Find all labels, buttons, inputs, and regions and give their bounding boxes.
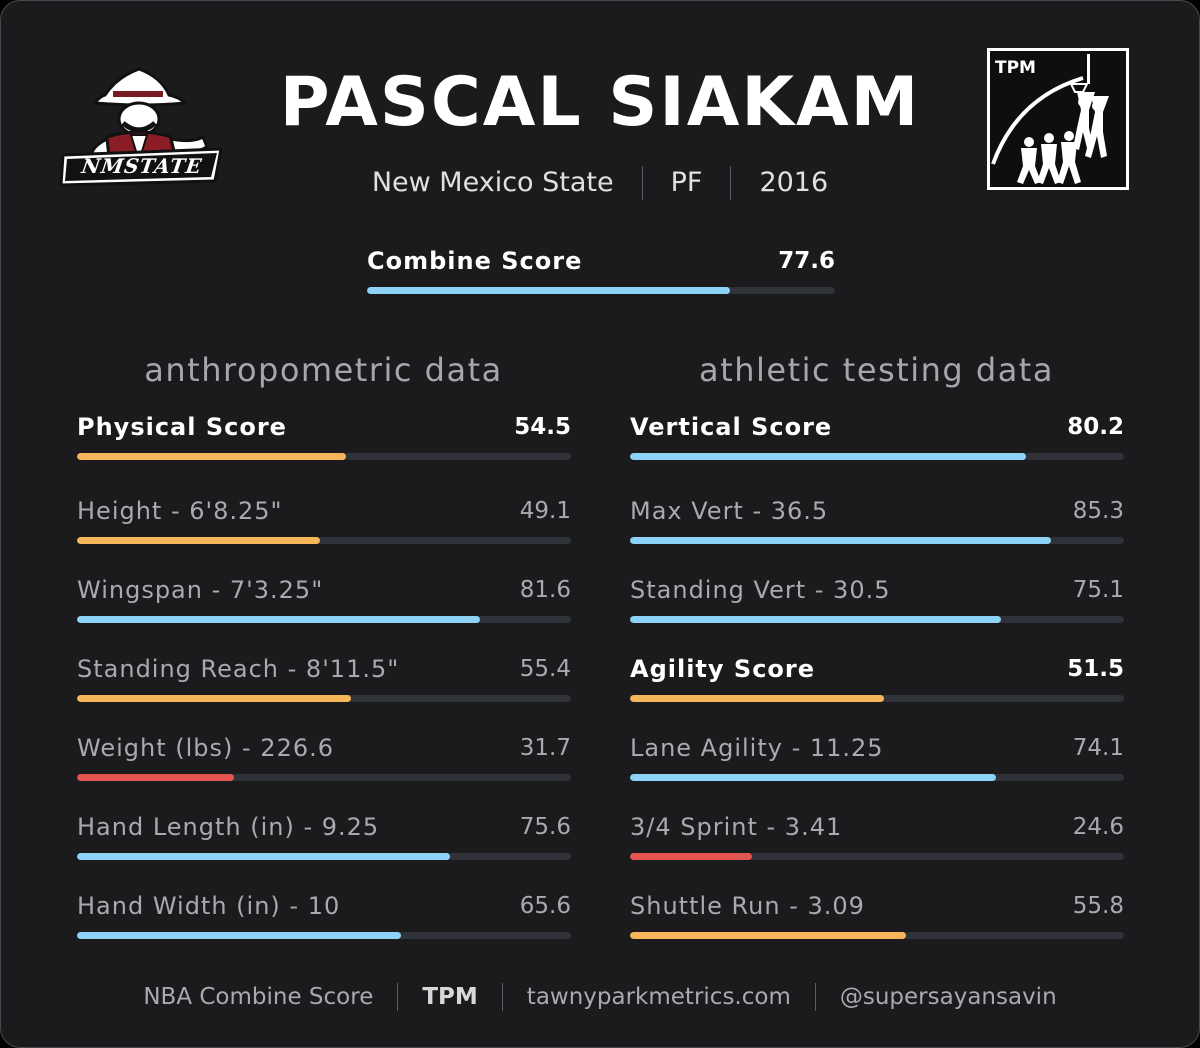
metric-bar-fill <box>630 616 1001 623</box>
tpm-logo-text: TPM <box>995 58 1036 78</box>
metric-label: Hand Length (in) - 9.25 <box>77 813 380 841</box>
footer-item-nba-combine-score: NBA Combine Score <box>143 984 374 1010</box>
metric-bar-fill <box>77 695 351 702</box>
cowboy-mascot-icon <box>59 67 223 187</box>
metric-label: Physical Score <box>77 413 287 441</box>
nm-state-logo: NMSTATE <box>57 57 227 187</box>
combine-score-bar <box>367 287 835 294</box>
metric-value: 49.1 <box>519 498 571 524</box>
metric-value: 65.6 <box>519 893 571 919</box>
metric-bar-fill <box>77 453 347 460</box>
footer-divider <box>397 983 399 1011</box>
metric-value: 80.2 <box>1067 414 1124 440</box>
footer-divider <box>501 983 503 1011</box>
metric-row: Height - 6'8.25" 49.1 <box>77 495 571 544</box>
metric-bar-fill <box>77 616 481 623</box>
metric-value: 51.5 <box>1067 656 1124 682</box>
combine-score-label: Combine Score <box>367 247 583 275</box>
metric-label: Height - 6'8.25" <box>77 497 283 525</box>
metric-label: 3/4 Sprint - 3.41 <box>630 813 843 841</box>
metric-row: Standing Reach - 8'11.5" 55.4 <box>77 653 571 702</box>
metric-row: Max Vert - 36.5 85.3 <box>630 495 1124 544</box>
metric-bar <box>77 616 571 623</box>
metric-bar <box>77 695 571 702</box>
combine-score-bar-fill <box>367 287 731 294</box>
metric-row: Hand Length (in) - 9.25 75.6 <box>77 811 571 860</box>
metric-value: 75.1 <box>1072 577 1124 603</box>
metric-bar-fill <box>630 853 752 860</box>
metric-row: Physical Score 54.5 <box>77 411 571 460</box>
combine-score-value: 77.6 <box>778 248 835 274</box>
metric-row: Hand Width (in) - 10 65.6 <box>77 890 571 939</box>
metric-bar-fill <box>630 453 1027 460</box>
metric-row: Vertical Score 80.2 <box>630 411 1124 460</box>
metric-bar-fill <box>77 537 320 544</box>
metric-row: Standing Vert - 30.5 75.1 <box>630 574 1124 623</box>
athletic-section-title: athletic testing data <box>699 351 1054 389</box>
metric-row: Wingspan - 7'3.25" 81.6 <box>77 574 571 623</box>
metric-bar <box>77 774 571 781</box>
metric-bar <box>630 853 1124 860</box>
metric-row: Lane Agility - 11.25 74.1 <box>630 732 1124 781</box>
metric-label: Vertical Score <box>630 413 833 441</box>
metric-label: Standing Reach - 8'11.5" <box>77 655 400 683</box>
metric-bar-fill <box>630 774 997 781</box>
metric-bar <box>77 453 571 460</box>
meta-divider <box>641 166 643 200</box>
metric-row: 3/4 Sprint - 3.41 24.6 <box>630 811 1124 860</box>
metric-bar <box>77 932 571 939</box>
player-name: PASCAL SIAKAM <box>279 63 921 142</box>
anthropometric-section-title: anthropometric data <box>144 351 503 389</box>
metric-bar-fill <box>630 932 906 939</box>
metric-row: Weight (lbs) - 226.6 31.7 <box>77 732 571 781</box>
metric-value: 24.6 <box>1072 814 1124 840</box>
metric-bar-fill <box>77 932 402 939</box>
metric-bar <box>630 537 1124 544</box>
metric-bar-fill <box>77 853 451 860</box>
tpm-basketball-logo-icon <box>987 48 1129 190</box>
metric-label: Weight (lbs) - 226.6 <box>77 734 334 762</box>
player-school: New Mexico State <box>371 167 614 198</box>
combine-score: Combine Score 77.6 <box>367 245 835 294</box>
metric-bar <box>77 853 571 860</box>
metric-bar <box>630 774 1124 781</box>
metric-label: Agility Score <box>630 655 816 683</box>
metric-value: 81.6 <box>519 577 571 603</box>
metric-bar-fill <box>77 774 234 781</box>
metric-label: Standing Vert - 30.5 <box>630 576 891 604</box>
metric-label: Hand Width (in) - 10 <box>77 892 341 920</box>
metric-bar <box>630 695 1124 702</box>
footer: NBA Combine Score TPM tawnyparkmetrics.c… <box>1 979 1199 1015</box>
footer-item-handle[interactable]: @supersayansavin <box>839 984 1057 1010</box>
metric-bar <box>77 537 571 544</box>
metric-label: Shuttle Run - 3.09 <box>630 892 865 920</box>
metric-value: 85.3 <box>1072 498 1124 524</box>
metric-bar <box>630 453 1124 460</box>
metric-bar-fill <box>630 537 1052 544</box>
metric-label: Lane Agility - 11.25 <box>630 734 884 762</box>
metric-label: Max Vert - 36.5 <box>630 497 829 525</box>
player-year: 2016 <box>759 167 829 198</box>
footer-divider <box>814 983 816 1011</box>
metric-value: 54.5 <box>514 414 571 440</box>
metric-bar <box>630 932 1124 939</box>
tpm-logo: TPM <box>987 48 1129 190</box>
player-meta: New Mexico State PF 2016 <box>1 163 1199 203</box>
metric-row: Shuttle Run - 3.09 55.8 <box>630 890 1124 939</box>
metric-bar <box>630 616 1124 623</box>
metric-value: 75.6 <box>519 814 571 840</box>
metric-value: 31.7 <box>519 735 571 761</box>
metric-row: Agility Score 51.5 <box>630 653 1124 702</box>
metric-value: 55.8 <box>1072 893 1124 919</box>
meta-divider <box>730 166 732 200</box>
metric-value: 74.1 <box>1072 735 1124 761</box>
footer-item-tpm: TPM <box>422 984 478 1010</box>
metric-bar-fill <box>630 695 885 702</box>
metric-value: 55.4 <box>519 656 571 682</box>
metric-label: Wingspan - 7'3.25" <box>77 576 324 604</box>
footer-item-website[interactable]: tawnyparkmetrics.com <box>526 984 791 1010</box>
player-position: PF <box>670 167 703 198</box>
